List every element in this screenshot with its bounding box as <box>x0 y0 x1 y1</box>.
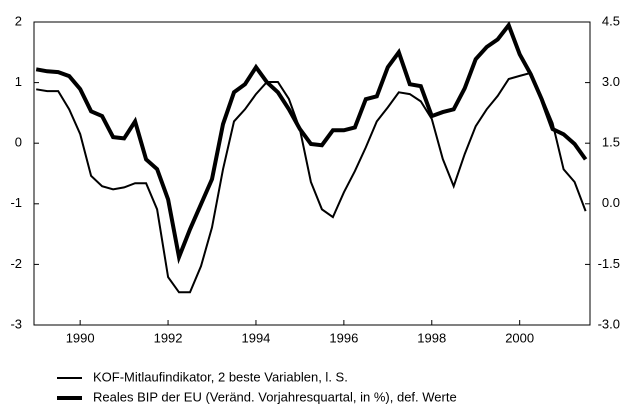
y-tick-label: -2 <box>10 256 22 271</box>
y2-tick-label: -3.0 <box>598 316 620 331</box>
y-tick-label: 1 <box>15 74 22 89</box>
y-tick-label: -1 <box>10 195 22 210</box>
x-tick-label: 1990 <box>66 330 95 345</box>
x-tick-label: 1994 <box>241 330 270 345</box>
x-tick-label: 2000 <box>505 330 534 345</box>
y2-tick-label: -1.5 <box>598 256 620 271</box>
plot-frame <box>33 21 591 326</box>
series-line <box>36 71 587 294</box>
x-tick-label: 1992 <box>154 330 183 345</box>
x-tick-label: 1996 <box>329 330 358 345</box>
y-tick-label: -3 <box>10 316 22 331</box>
x-tick-label: 1998 <box>417 330 446 345</box>
series-line <box>35 21 588 265</box>
y2-tick-label: 1.5 <box>602 135 620 150</box>
y-tick-label: 0 <box>15 135 22 150</box>
y2-tick-label: 0.0 <box>602 195 620 210</box>
legend-label: Reales BIP der EU (Veränd. Vorjahresquar… <box>93 389 457 404</box>
legend-label: KOF-Mitlaufindikator, 2 beste Variablen,… <box>93 369 348 384</box>
y2-tick-label: 4.5 <box>602 13 620 28</box>
y2-tick-label: 3.0 <box>602 74 620 89</box>
y-tick-label: 2 <box>15 13 22 28</box>
